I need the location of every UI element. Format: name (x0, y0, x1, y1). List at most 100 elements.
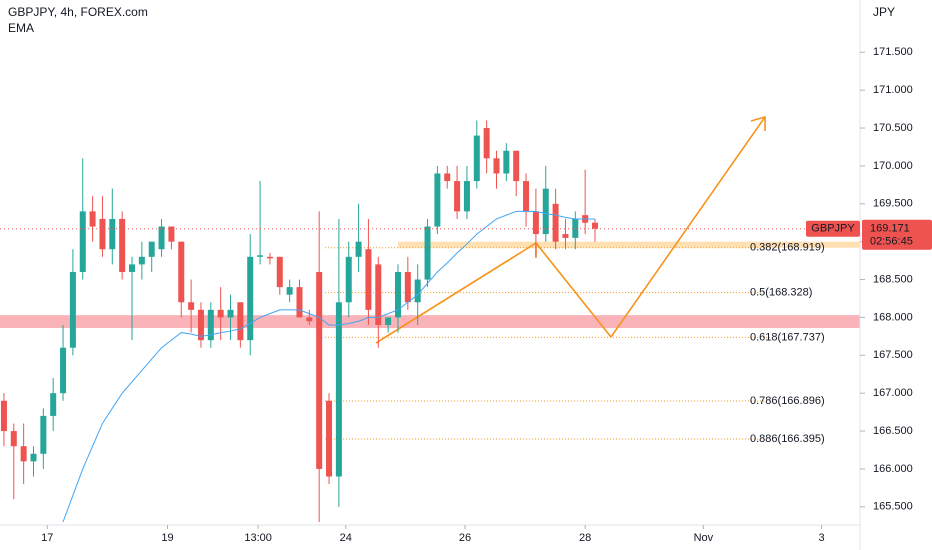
candle-body (523, 181, 530, 212)
projection-line (535, 242, 612, 338)
axis-unit: JPY (873, 5, 895, 19)
y-tick-label: 169.500 (873, 198, 913, 210)
y-tick-label: 171.500 (873, 46, 913, 58)
indicator-label: EMA (8, 21, 34, 35)
candle-body (247, 256, 254, 341)
drawing (375, 115, 766, 344)
fib-label: 0.618(167.737) (750, 331, 825, 343)
y-tick-label: 171.000 (873, 84, 913, 96)
price-tag-countdown: 02:56:45 (870, 236, 913, 248)
candle-body (562, 234, 569, 238)
candle-body (424, 226, 431, 280)
candle-body (473, 135, 480, 182)
candle-body (148, 241, 155, 257)
candle-body (345, 256, 352, 303)
candle-body (257, 255, 264, 257)
candle-body (326, 400, 333, 477)
candle-body (0, 400, 7, 432)
candle-body (463, 181, 470, 212)
trend-line (375, 242, 537, 344)
candle-body (138, 256, 145, 265)
y-tick-label: 165.500 (873, 501, 913, 513)
candle-body (276, 256, 283, 288)
price-tag-value: 169.171 (870, 223, 910, 235)
ema-line (62, 210, 596, 523)
fib-label: 0.382(168.919) (750, 242, 825, 254)
candle-body (572, 218, 579, 238)
candle-body (592, 222, 599, 229)
candle-body (306, 317, 313, 322)
candle-body (434, 173, 441, 227)
y-tick-label: 168.000 (873, 311, 913, 323)
candle-body (483, 128, 490, 159)
x-tick-label: 28 (579, 532, 591, 544)
x-tick-label: 26 (459, 532, 471, 544)
candle-body (493, 158, 500, 174)
candle-body (178, 241, 185, 303)
candle-body (385, 317, 392, 325)
candle-body (99, 218, 106, 250)
candle-body (10, 431, 17, 447)
y-tick-label: 170.000 (873, 160, 913, 172)
candle-body (394, 271, 401, 318)
candle-body (532, 211, 539, 235)
x-tick-label: 17 (41, 532, 53, 544)
x-tick-label: 19 (161, 532, 173, 544)
candle-body (188, 302, 195, 310)
candle-body (30, 453, 37, 462)
candle-body (414, 279, 421, 303)
x-tick-label: 24 (340, 532, 352, 544)
candle-body (404, 271, 411, 303)
arrow-head (750, 115, 766, 131)
symbol-tag-label: GBPJPY (811, 223, 855, 235)
price-tag (862, 219, 932, 250)
y-tick-label: 167.000 (873, 387, 913, 399)
candle-body (109, 218, 116, 250)
candle-body (40, 415, 47, 454)
candle-body (375, 264, 382, 325)
zone (0, 315, 860, 329)
candle-body (119, 218, 126, 272)
y-tick-label: 166.000 (873, 463, 913, 475)
candle-body (227, 309, 234, 318)
x-tick-label: 13:00 (244, 532, 272, 544)
candle-body (20, 446, 27, 462)
symbol-title: GBPJPY, 4h, FOREX.com (8, 5, 148, 19)
fib-label: 0.5(168.328) (750, 286, 812, 298)
candle-body (237, 302, 244, 341)
candle-body (316, 271, 323, 469)
x-tick-label: 3 (819, 532, 825, 544)
fib-label: 0.786(166.896) (750, 395, 825, 407)
candle-body (286, 287, 293, 295)
symbol-tag (806, 220, 860, 237)
candle-body (355, 241, 362, 257)
x-tick-label: Nov (694, 532, 714, 544)
candle-body (197, 309, 204, 341)
projection-line (610, 116, 766, 338)
candle-body (168, 226, 175, 242)
candle-body (89, 211, 96, 227)
candle-body (503, 150, 510, 174)
candle-body (60, 347, 67, 394)
zone (397, 241, 860, 248)
candle-body (513, 150, 520, 182)
candle-body (69, 271, 76, 348)
fib-label: 0.886(166.395) (750, 433, 825, 445)
candle-body (296, 287, 303, 318)
candle-body (542, 188, 549, 235)
candle-body (444, 173, 451, 182)
y-tick-label: 170.500 (873, 122, 913, 134)
candle-body (454, 181, 461, 212)
y-tick-label: 166.500 (873, 425, 913, 437)
y-tick-label: 167.500 (873, 349, 913, 361)
candle-body (79, 211, 86, 272)
y-tick-label: 168.500 (873, 273, 913, 285)
candle-body (266, 256, 273, 259)
candle-body (129, 264, 136, 272)
candle-body (50, 393, 57, 416)
candle-body (552, 203, 559, 242)
candle-body (158, 226, 165, 250)
candle-body (207, 309, 214, 341)
candle-body (365, 249, 372, 310)
